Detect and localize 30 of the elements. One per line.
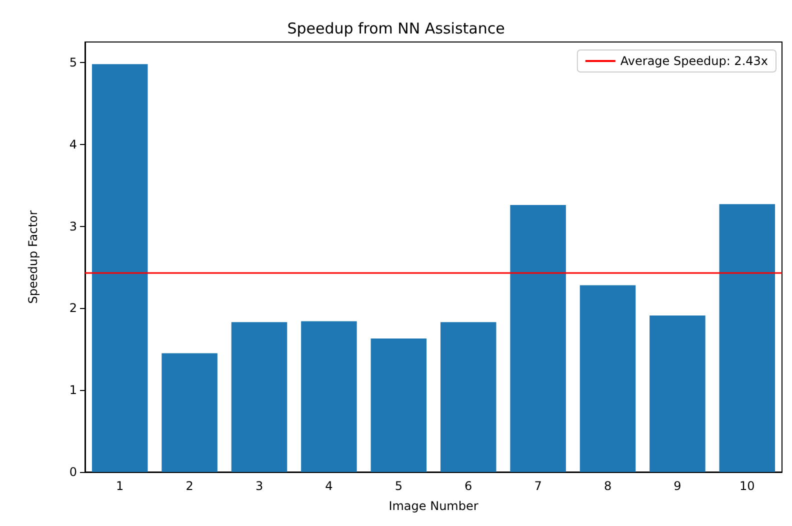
y-tick-label: 1: [69, 383, 77, 398]
bar: [510, 204, 566, 472]
y-tick-label: 4: [69, 137, 77, 152]
y-tick-label: 2: [69, 301, 77, 316]
x-tick-label: 4: [325, 479, 333, 493]
x-tick-label: 7: [534, 479, 542, 493]
bar: [301, 321, 357, 472]
y-tick-label: 0: [69, 465, 77, 479]
x-tick-label: 8: [604, 479, 612, 493]
x-axis-title: Image Number: [388, 499, 478, 513]
bar: [580, 285, 636, 472]
y-tick-label: 3: [69, 219, 77, 234]
legend-label: Average Speedup: 2.43x: [620, 54, 768, 68]
bar: [440, 322, 496, 472]
bar: [719, 204, 776, 472]
x-tick-label: 5: [394, 479, 402, 493]
bar: [650, 316, 706, 472]
x-tick-label: 10: [740, 479, 755, 493]
chart-title: Speedup from NN Assistance: [287, 20, 505, 38]
x-tick-label: 2: [186, 479, 194, 493]
x-tick-label: 3: [255, 479, 264, 493]
bar: [162, 353, 218, 472]
bar: [370, 338, 427, 472]
y-axis-title: Speedup Factor: [26, 210, 40, 304]
y-tick-label: 5: [69, 55, 77, 70]
x-tick-label: 1: [116, 479, 124, 493]
x-tick-label: 9: [674, 479, 682, 493]
bar: [92, 64, 148, 472]
x-tick-label: 6: [464, 479, 472, 493]
bar: [231, 322, 288, 472]
